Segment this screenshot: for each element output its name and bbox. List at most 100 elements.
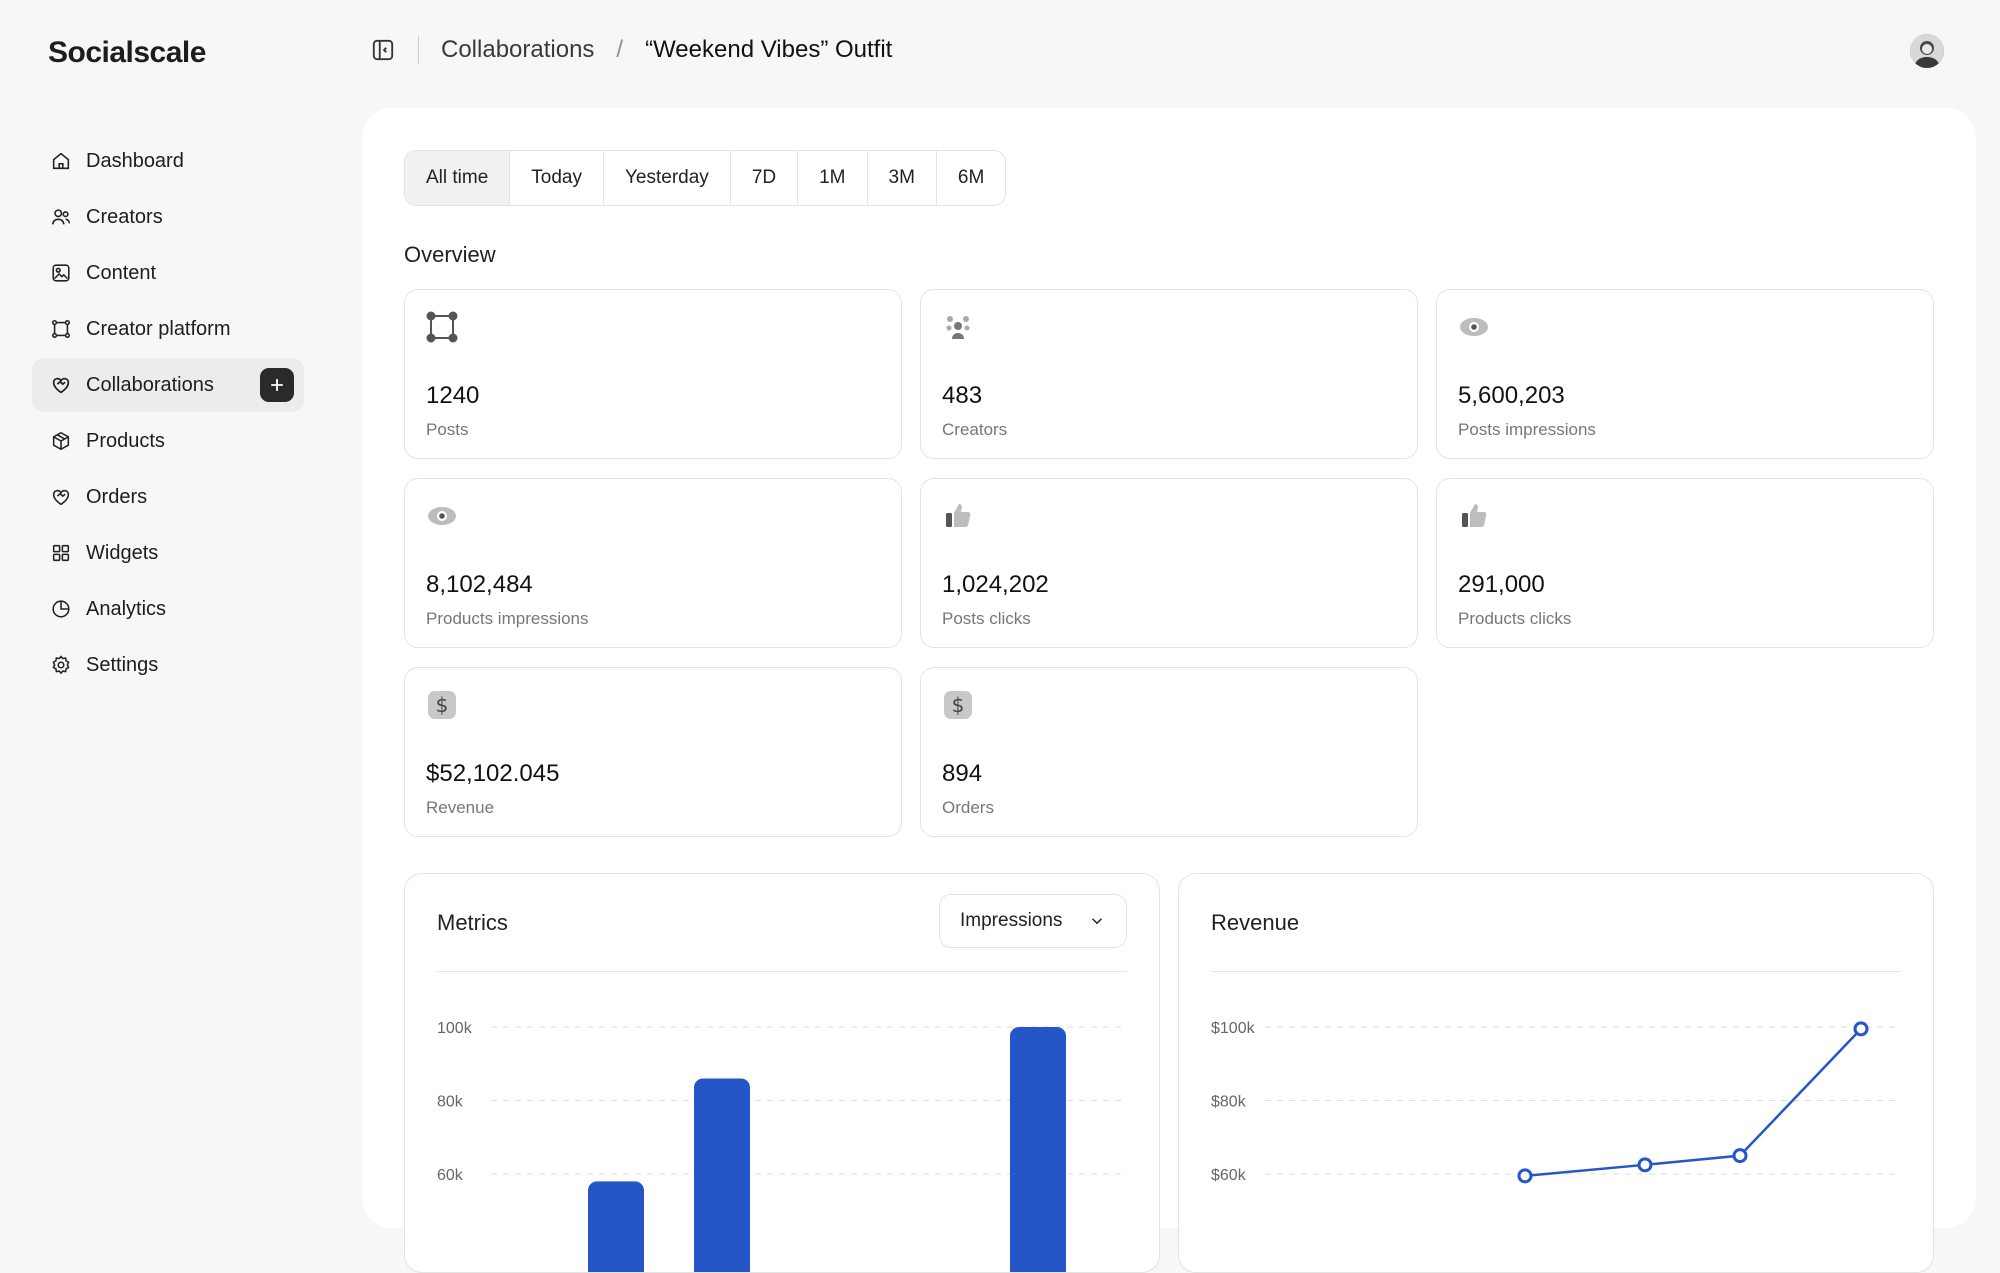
sidebar-item-label: Dashboard (86, 149, 184, 172)
revenue-panel: Revenue $100k $80k $60k (1178, 873, 1934, 1273)
eye-icon (1457, 310, 1491, 344)
y-tick-label: $100k (1211, 1020, 1256, 1037)
stat-value: 894 (942, 760, 983, 787)
tab-today[interactable]: Today (510, 151, 604, 205)
stat-value: 483 (942, 382, 983, 409)
add-collaboration-button[interactable] (260, 368, 294, 402)
topbar: Collaborations / “Weekend Vibes” Outfit (370, 28, 892, 72)
plus-icon (271, 379, 283, 391)
thumbs-up-icon (941, 499, 975, 533)
sidebar-item-label: Creator platform (86, 317, 231, 340)
stat-value: 291,000 (1458, 571, 1545, 598)
stat-value: 1,024,202 (942, 571, 1049, 598)
metric-select[interactable]: Impressions (939, 894, 1127, 948)
sidebar-item-dashboard[interactable]: Dashboard (32, 134, 304, 188)
sidebar-item-label: Analytics (86, 597, 167, 620)
box-icon (50, 430, 72, 452)
avatar[interactable] (1910, 34, 1944, 68)
sidebar-item-orders[interactable]: Orders (32, 470, 304, 524)
time-range-tabs: All time Today Yesterday 7D 1M 3M 6M (404, 150, 1007, 206)
group-icon (941, 310, 975, 344)
svg-text:$: $ (952, 693, 965, 717)
y-tick-label: 60k (437, 1167, 464, 1184)
tab-7d[interactable]: 7D (731, 151, 799, 205)
stat-label: Posts clicks (942, 609, 1031, 628)
sidebar-item-creators[interactable]: Creators (32, 190, 304, 244)
sidebar-item-label: Orders (86, 485, 148, 508)
tab-yesterday[interactable]: Yesterday (604, 151, 731, 205)
sidebar-toggle-icon[interactable] (370, 37, 396, 63)
stat-card-products-impressions: 8,102,484 Products impressions (404, 478, 902, 648)
svg-text:$: $ (436, 693, 449, 717)
divider (418, 36, 419, 64)
home-icon (50, 150, 72, 172)
tab-1m[interactable]: 1M (798, 151, 868, 205)
sidebar-item-label: Widgets (86, 541, 159, 564)
image-icon (50, 262, 72, 284)
main-content: All time Today Yesterday 7D 1M 3M 6M Ove… (362, 108, 1976, 1273)
stat-card-products-clicks: 291,000 Products clicks (1436, 478, 1934, 648)
stat-card-orders: $ 894 Orders (920, 667, 1418, 837)
tab-3m[interactable]: 3M (868, 151, 937, 205)
sidebar-item-label: Collaborations (86, 373, 214, 396)
stat-card-revenue: $ $52,102.045 Revenue (404, 667, 902, 837)
y-tick-label: $60k (1211, 1167, 1247, 1184)
stat-label: Creators (942, 420, 1008, 439)
sidebar-item-widgets[interactable]: Widgets (32, 526, 304, 580)
stat-card-posts: 1240 Posts (404, 289, 902, 459)
stat-card-posts-impressions: 5,600,203 Posts impressions (1436, 289, 1934, 459)
y-tick-label: 100k (437, 1020, 473, 1037)
series-line (1524, 1027, 1862, 1178)
stat-label: Revenue (426, 798, 495, 817)
frame-icon (50, 318, 72, 340)
heart-handshake-icon (50, 486, 72, 508)
sidebar-item-label: Creators (86, 205, 163, 228)
users-icon (50, 206, 72, 228)
frame-icon (425, 310, 459, 344)
stat-value: $52,102.045 (426, 760, 560, 787)
gear-icon (50, 654, 72, 676)
data-point (1517, 1168, 1533, 1184)
stat-label: Posts (426, 420, 469, 439)
stat-label: Products clicks (1458, 609, 1572, 628)
metrics-panel: Metrics Impressions 100k 80k 60k (404, 873, 1160, 1273)
eye-icon (425, 499, 459, 533)
stat-card-creators: 483 Creators (920, 289, 1418, 459)
y-tick-label: 80k (437, 1094, 464, 1111)
metrics-title: Metrics (437, 910, 508, 935)
sidebar-item-creator-platform[interactable]: Creator platform (32, 302, 304, 356)
stat-value: 1240 (426, 382, 480, 409)
sidebar-item-analytics[interactable]: Analytics (32, 582, 304, 636)
stat-label: Posts impressions (1458, 420, 1596, 439)
sidebar-item-settings[interactable]: Settings (32, 638, 304, 692)
breadcrumb-parent[interactable]: Collaborations (441, 36, 595, 63)
stat-value: 5,600,203 (1458, 382, 1565, 409)
heart-handshake-icon (50, 374, 72, 396)
y-tick-label: $80k (1211, 1094, 1247, 1111)
pie-chart-icon (50, 598, 72, 620)
stat-card-posts-clicks: 1,024,202 Posts clicks (920, 478, 1418, 648)
metrics-bar-chart: 100k 80k 60k (437, 1020, 1127, 1272)
chart-bar (1010, 1027, 1066, 1272)
data-point (1732, 1148, 1748, 1164)
sidebar: Dashboard Creators Content Creator platf… (32, 134, 304, 694)
divider (1211, 971, 1901, 972)
thumbs-up-icon (1457, 499, 1491, 533)
tab-6m[interactable]: 6M (957, 167, 985, 188)
sidebar-item-content[interactable]: Content (32, 246, 304, 300)
tab-all-time[interactable]: All time (405, 151, 511, 205)
revenue-title: Revenue (1211, 910, 1300, 935)
data-point (1637, 1157, 1653, 1173)
sidebar-item-label: Products (86, 429, 165, 452)
chevron-down-icon (1091, 918, 1103, 925)
grid-icon (50, 542, 72, 564)
sidebar-item-products[interactable]: Products (32, 414, 304, 468)
sidebar-item-label: Content (86, 261, 157, 284)
breadcrumb-separator: / (616, 36, 624, 63)
metric-select-value: Impressions (960, 910, 1063, 931)
app-logo[interactable]: Socialscale (48, 36, 206, 69)
sidebar-item-label: Settings (86, 653, 159, 676)
stat-label: Products impressions (426, 609, 589, 628)
sidebar-item-collaborations[interactable]: Collaborations (32, 358, 304, 412)
overview-title: Overview (404, 242, 496, 267)
